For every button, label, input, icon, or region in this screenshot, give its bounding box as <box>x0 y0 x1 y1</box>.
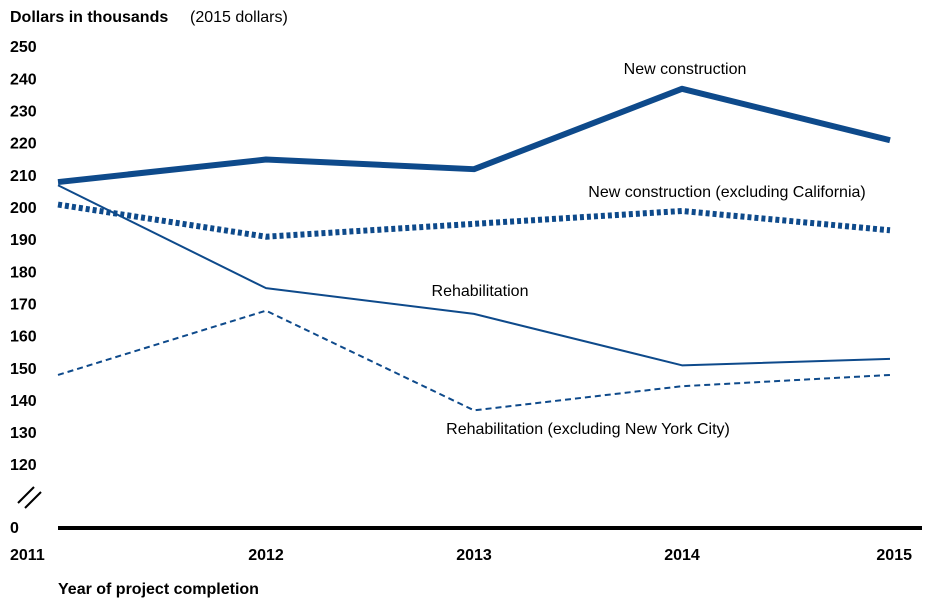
series-label: Rehabilitation (excluding New York City) <box>446 421 730 438</box>
y-tick-label: 0 <box>10 520 19 537</box>
series-label: New construction (excluding California) <box>588 184 865 201</box>
y-tick-label: 130 <box>10 425 37 442</box>
series-line <box>57 184 891 367</box>
y-tick-label: 240 <box>10 71 37 88</box>
x-tick-label: 2013 <box>456 547 492 564</box>
series-label: Rehabilitation <box>432 283 529 300</box>
y-tick-label: 140 <box>10 393 37 410</box>
y-tick-label: 160 <box>10 329 37 346</box>
y-tick-label: 120 <box>10 457 37 474</box>
chart-subtitle: (2015 dollars) <box>190 9 288 26</box>
y-tick-label: 180 <box>10 264 37 281</box>
y-tick-label: 210 <box>10 168 37 185</box>
series-label: New construction <box>624 61 747 78</box>
y-tick-label: 200 <box>10 200 37 217</box>
y-tick-label: 150 <box>10 361 37 378</box>
series-line <box>57 85 891 186</box>
y-tick-label: 220 <box>10 136 37 153</box>
x-tick-label: 2014 <box>664 547 700 564</box>
y-tick-label: 170 <box>10 296 37 313</box>
y-tick-label: 190 <box>10 232 37 249</box>
axis-break <box>17 486 42 509</box>
series-line <box>57 309 891 412</box>
x-tick-label: 2015 <box>876 547 912 564</box>
y-tick-label: 250 <box>10 39 37 56</box>
chart-title: Dollars in thousands <box>10 9 168 26</box>
x-tick-label: 2012 <box>248 547 284 564</box>
x-axis-label: Year of project completion <box>58 581 259 598</box>
y-tick-label: 230 <box>10 104 37 121</box>
series-line <box>57 201 891 240</box>
x-tick-label: 2011 <box>10 547 45 564</box>
